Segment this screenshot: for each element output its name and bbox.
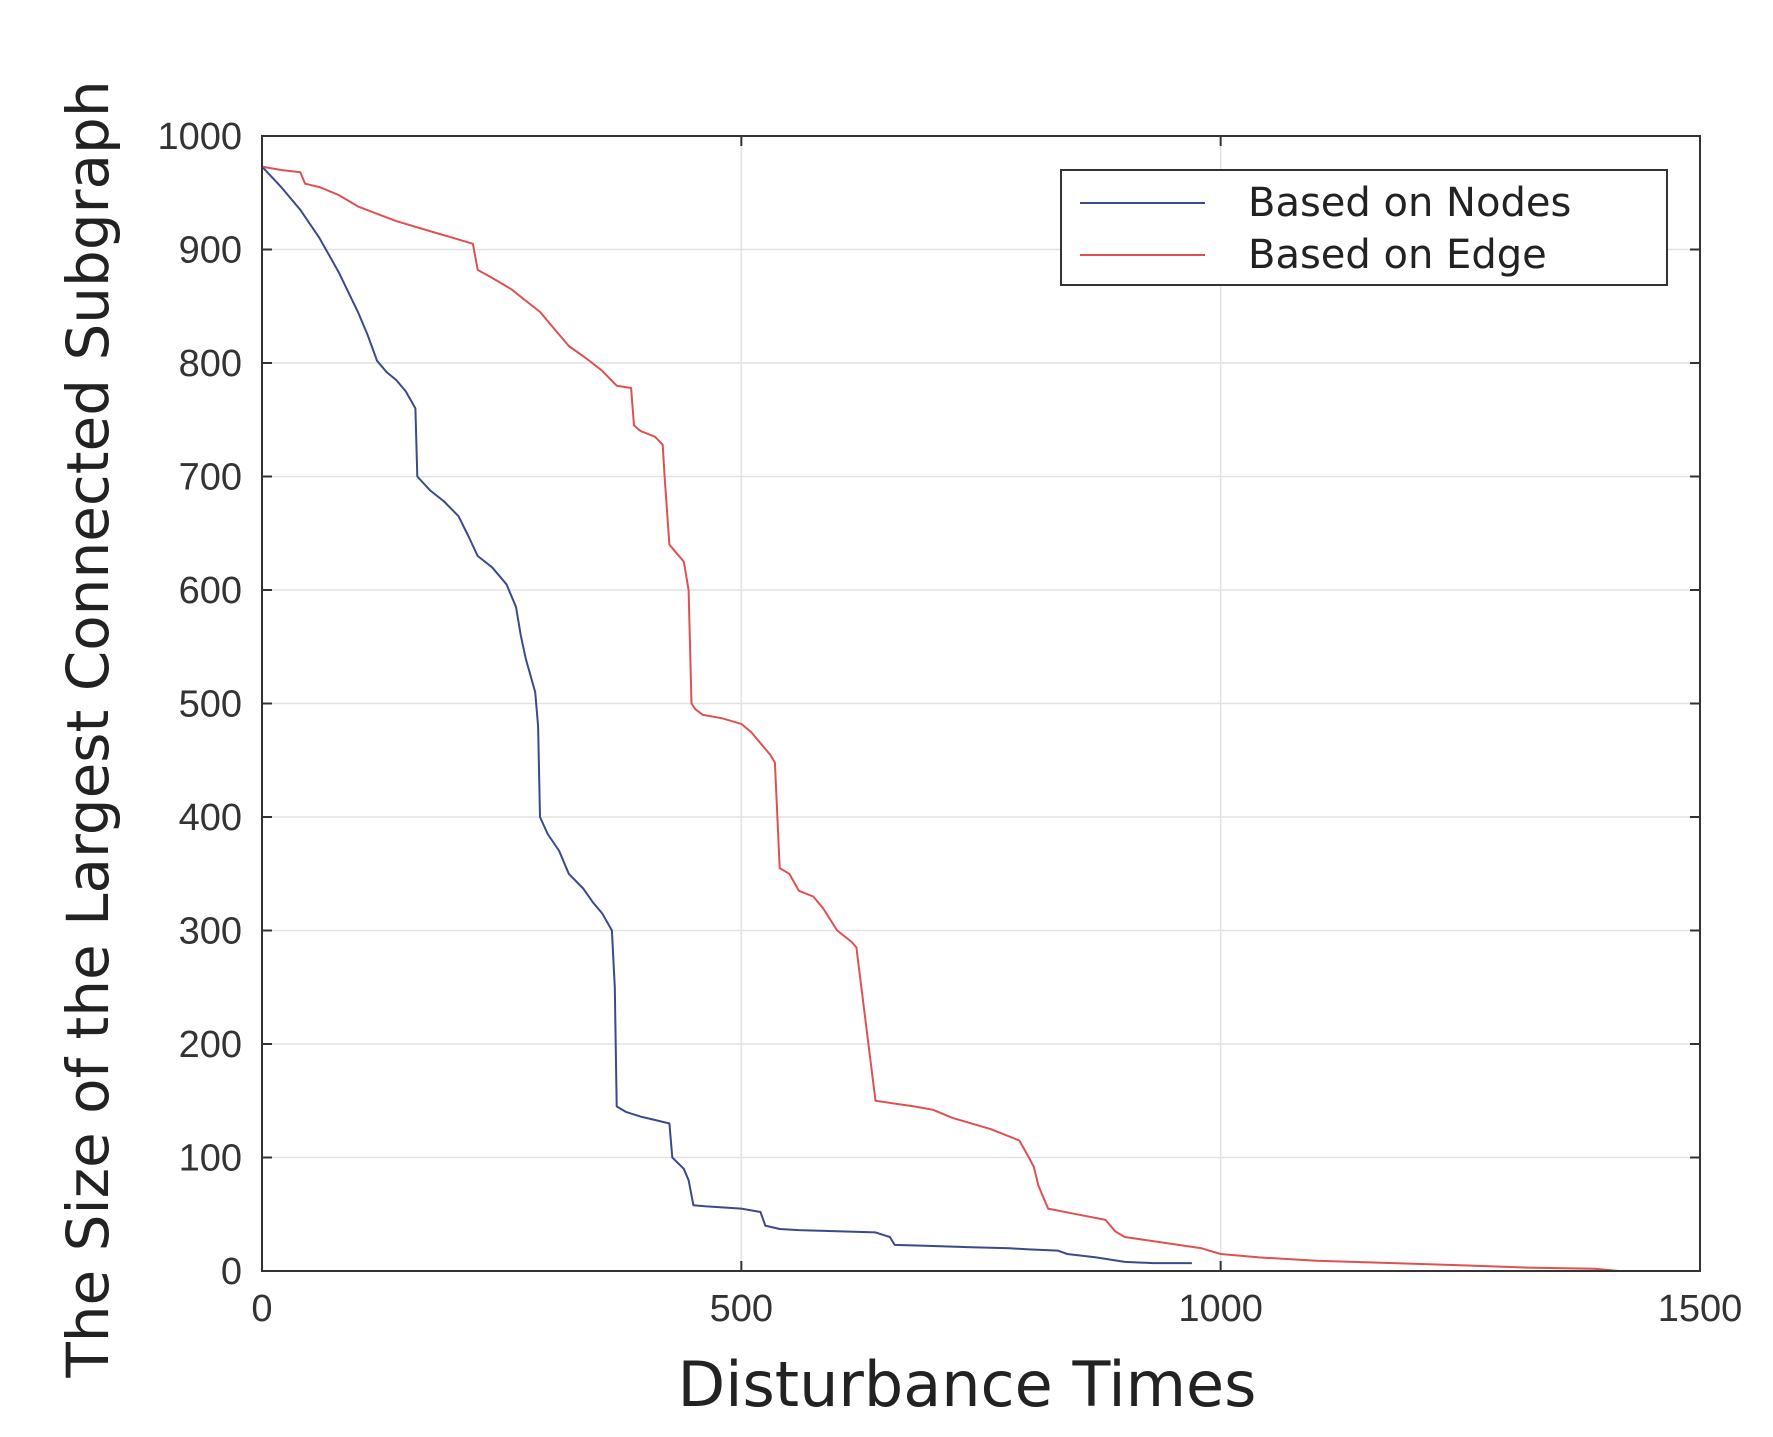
y-tick-label: 200 xyxy=(179,1024,242,1066)
y-tick-label: 600 xyxy=(179,570,242,612)
y-tick-label: 800 xyxy=(179,343,242,385)
legend-label-nodes: Based on Nodes xyxy=(1248,180,1571,226)
series-line-nodes xyxy=(261,165,1192,1265)
legend-box xyxy=(1060,169,1668,286)
y-axis-title: The Size of the Largest Connected Subgra… xyxy=(54,80,122,1378)
x-tick-label: 0 xyxy=(251,1288,272,1330)
y-tick-label: 700 xyxy=(179,457,242,499)
x-axis-title: Disturbance Times xyxy=(678,1348,1257,1421)
y-tick-label: 500 xyxy=(179,684,242,726)
y-tick-label: 100 xyxy=(179,1138,242,1180)
series-lines xyxy=(261,165,1619,1272)
x-tick-label: 1500 xyxy=(1658,1288,1743,1330)
y-tick-label: 0 xyxy=(221,1251,242,1293)
tick-labels: 0 500 1000 1500 0 100 200 300 400 500 600 700 800 900… xyxy=(157,116,1742,1330)
y-tick-label: 300 xyxy=(179,911,242,953)
legend: Based on Nodes Based on Edge xyxy=(1060,169,1668,286)
legend-label-edge: Based on Edge xyxy=(1248,232,1547,278)
axis-ticks xyxy=(261,135,1701,1272)
x-tick-label: 500 xyxy=(710,1288,773,1330)
y-tick-label: 400 xyxy=(179,797,242,839)
y-tick-label: 900 xyxy=(179,230,242,272)
y-tick-label: 1000 xyxy=(157,116,242,158)
series-line-edge xyxy=(261,165,1619,1272)
x-tick-label: 1000 xyxy=(1178,1288,1263,1330)
